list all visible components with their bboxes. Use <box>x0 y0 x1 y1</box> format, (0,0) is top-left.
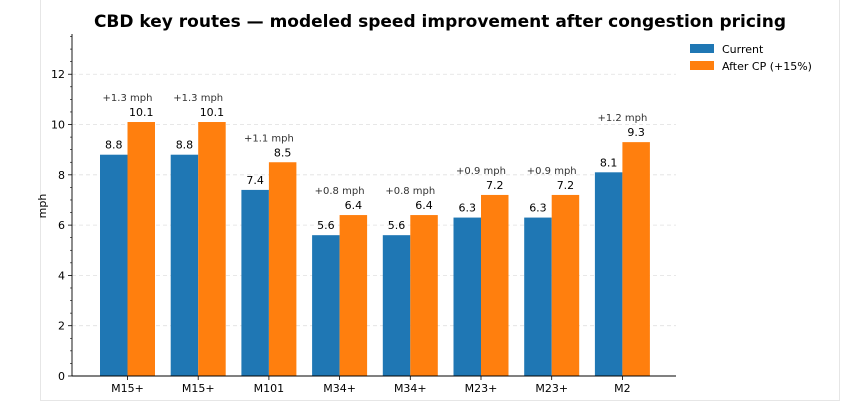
bar-after-cp <box>410 215 438 376</box>
bar-current <box>241 189 269 376</box>
legend-label: After CP (+15%) <box>722 60 812 73</box>
figure-frame <box>40 0 840 401</box>
delta-annotation: +1.3 mph <box>173 93 223 104</box>
bar-value-label: 5.6 <box>388 219 406 232</box>
y-axis-label: mph <box>36 194 49 219</box>
bar-value-label: 8.8 <box>176 139 194 152</box>
y-tick-label: 8 <box>58 169 65 182</box>
bar-value-label: 7.4 <box>246 174 264 187</box>
bar-after-cp <box>339 215 368 376</box>
delta-annotation: +0.9 mph <box>527 166 577 177</box>
bar-after-cp <box>551 194 580 376</box>
bar-value-label: 6.4 <box>345 199 363 212</box>
x-tick-label: M15+ <box>111 382 144 395</box>
bar-value-label: 5.6 <box>317 219 335 232</box>
y-tick-label: 10 <box>51 119 65 132</box>
bar-current <box>382 235 411 376</box>
y-tick-label: 12 <box>51 68 65 81</box>
delta-annotation: +0.8 mph <box>385 186 435 197</box>
y-tick-label: 2 <box>58 320 65 333</box>
bar-value-label: 8.8 <box>105 139 123 152</box>
x-tick-label: M23+ <box>535 382 568 395</box>
bar-value-label: 6.3 <box>459 202 477 215</box>
x-tick-label: M34+ <box>394 382 427 395</box>
bar-current <box>100 154 128 376</box>
y-tick-label: 6 <box>58 219 65 232</box>
delta-annotation: +1.2 mph <box>597 113 647 124</box>
bar-value-label: 10.1 <box>200 106 225 119</box>
bar-current <box>594 172 623 376</box>
bar-current <box>453 217 481 376</box>
x-tick-label: M101 <box>254 382 285 395</box>
x-tick-label: M2 <box>614 382 631 395</box>
x-tick-label: M23+ <box>465 382 498 395</box>
legend: Current After CP (+15%) <box>690 43 812 73</box>
delta-annotation: +1.1 mph <box>244 133 294 144</box>
bar-after-cp <box>481 194 509 376</box>
axes: 0 2 4 6 8 10 12 M15+ M15+ M101 M34+ M34+ M23+ M23+ M2 <box>51 34 676 395</box>
legend-swatch <box>690 61 714 70</box>
delta-annotation: +0.8 mph <box>315 186 365 197</box>
bar-value-label: 8.1 <box>600 156 618 169</box>
bar-current <box>170 154 199 376</box>
legend-swatch <box>690 44 714 53</box>
bar-current <box>524 217 552 376</box>
bar-value-label: 7.2 <box>486 179 504 192</box>
bars: 8.8 10.1 +1.3 mph 8.8 10.1 +1.3 mph 7.4 8.5 +1.1… <box>100 93 650 376</box>
gridlines <box>72 73 676 327</box>
x-tick-label: M15+ <box>182 382 215 395</box>
bar-current <box>312 235 340 376</box>
bar-value-label: 7.2 <box>557 179 575 192</box>
bar-value-label: 10.1 <box>129 106 154 119</box>
bar-after-cp <box>622 142 650 376</box>
chart-title: CBD key routes — modeled speed improveme… <box>94 12 786 32</box>
bar-after-cp <box>127 122 155 376</box>
delta-annotation: +0.9 mph <box>456 166 506 177</box>
y-tick-label: 0 <box>58 370 65 383</box>
bar-value-label: 8.5 <box>274 146 292 159</box>
bar-value-label: 6.4 <box>415 199 433 212</box>
x-tick-label: M34+ <box>323 382 356 395</box>
bar-after-cp <box>198 122 226 376</box>
legend-label: Current <box>722 43 764 56</box>
bar-value-label: 6.3 <box>529 202 547 215</box>
bar-value-label: 9.3 <box>627 126 645 139</box>
bar-after-cp <box>268 162 297 376</box>
delta-annotation: +1.3 mph <box>103 93 153 104</box>
y-tick-label: 4 <box>58 269 65 282</box>
